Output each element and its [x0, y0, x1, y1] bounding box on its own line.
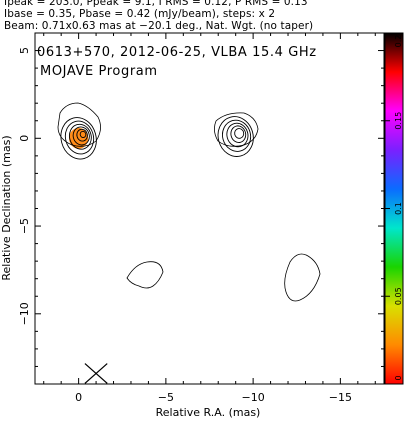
right-blob-contour: [217, 116, 254, 157]
colorbar-ticks: 0 0.05 0.1 0.15 0.2: [385, 32, 403, 385]
noise-contour: [214, 112, 259, 147]
core-contour: [76, 128, 88, 142]
map-title: 0613+570, 2012-06-25, VLBA 15.4 GHz: [37, 45, 317, 60]
colorbar-tick-label: 0.1: [394, 202, 403, 215]
right-blob-contour: [222, 119, 252, 152]
x-axis-label: Relative R.A. (mas): [156, 406, 261, 419]
contour-layer: [57, 102, 321, 302]
axis-ticks: 0 −5 −10 −15 5 0 −5 −10: [18, 32, 384, 404]
core-contour: [72, 126, 90, 146]
y-tick-label: −10: [18, 302, 31, 325]
x-tick-label: −15: [329, 391, 352, 404]
colorbar-tick-label: 0.2: [394, 35, 403, 48]
colorbar-tick-label: 0: [394, 375, 403, 380]
core-contour: [68, 123, 92, 150]
y-tick-label: 5: [18, 47, 31, 54]
right-blob-contour: [234, 128, 245, 139]
colorbar-tick-label: 0.05: [394, 287, 403, 305]
map-subtitle: MOJAVE Program: [40, 64, 158, 79]
noise-contour: [284, 253, 321, 302]
x-tick-label: 0: [75, 391, 82, 404]
beam-marker: [84, 363, 108, 384]
right-blob-contour: [226, 122, 249, 148]
x-tick-label: −10: [242, 391, 265, 404]
right-blob-contour: [230, 125, 247, 143]
core-contour: [60, 117, 97, 160]
header-line-2: Ibase = 0.35, Pbase = 0.42 (mJy/beam), s…: [4, 8, 276, 20]
y-tick-label: −5: [18, 218, 31, 234]
core-contour: [79, 130, 87, 138]
x-tick-label: −5: [158, 391, 174, 404]
y-axis-label: Relative Declination (mas): [0, 135, 13, 280]
beam-minor-axis: [84, 363, 108, 384]
core-contour: [64, 120, 95, 155]
y-tick-label: 0: [18, 135, 31, 142]
header-line-1: Ipeak = 203.0, Ppeak = 9.1, I RMS = 0.12…: [4, 0, 308, 8]
noise-contour: [57, 102, 101, 147]
noise-contour: [126, 261, 164, 289]
header-line-3: Beam: 0.71x0.63 mas at −20.1 deg., Nat. …: [4, 20, 314, 32]
plot-frame: [34, 32, 385, 385]
colorbar-tick-label: 0.15: [394, 112, 403, 130]
